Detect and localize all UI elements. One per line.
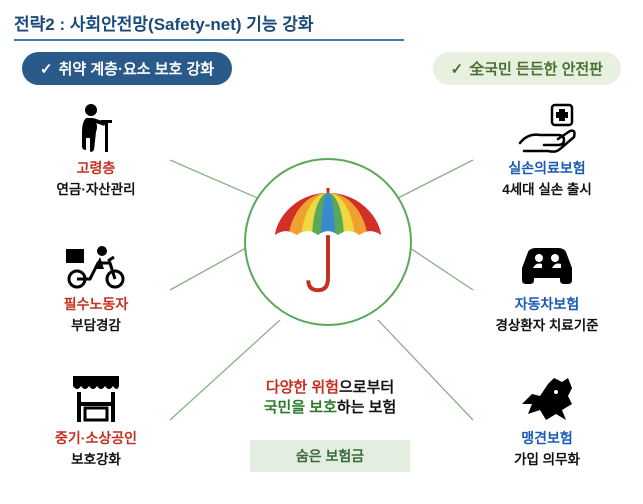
item-subtitle: 보호강화 bbox=[22, 448, 170, 468]
item-title: 고령층 bbox=[22, 158, 170, 178]
center-caption: 다양한 위험으로부터 국민을 보호하는 보험 bbox=[210, 378, 450, 419]
pill-vulnerable-protection: ✓ 취약 계층·요소 보호 강화 bbox=[22, 52, 232, 85]
check-icon: ✓ bbox=[451, 60, 464, 78]
item-title: 맹견보험 bbox=[473, 428, 621, 448]
pill-left-text: 취약 계층·요소 보호 강화 bbox=[59, 58, 215, 79]
item-title: 필수노동자 bbox=[22, 294, 170, 314]
car-passengers-icon bbox=[473, 236, 621, 292]
pill-national-safety: ✓ 全국민 든든한 안전판 bbox=[433, 52, 621, 85]
item-title: 중기·소상공인 bbox=[22, 428, 170, 448]
item-subtitle: 경상환자 치료기준 bbox=[473, 314, 621, 334]
pill-right-text: 全국민 든든한 안전판 bbox=[469, 58, 603, 79]
item-dog-insurance: 맹견보험 가입 의무화 bbox=[473, 370, 621, 468]
fierce-dog-icon bbox=[473, 370, 621, 426]
delivery-bike-icon bbox=[22, 236, 170, 292]
footer-hidden-insurance: 숨은 보험금 bbox=[250, 440, 410, 472]
check-icon: ✓ bbox=[40, 60, 53, 78]
umbrella-icon bbox=[269, 187, 387, 297]
item-elderly: 고령층 연금·자산관리 bbox=[22, 100, 170, 198]
item-title: 자동차보험 bbox=[473, 294, 621, 314]
medical-hand-icon bbox=[473, 100, 621, 156]
item-sme: 중기·소상공인 보호강화 bbox=[22, 370, 170, 468]
item-subtitle: 가입 의무화 bbox=[473, 448, 621, 468]
item-subtitle: 부담경감 bbox=[22, 314, 170, 334]
item-subtitle: 연금·자산관리 bbox=[22, 178, 170, 198]
item-auto-insurance: 자동차보험 경상환자 치료기준 bbox=[473, 236, 621, 334]
strategy-title: 전략2 : 사회안전망(Safety-net) 기능 강화 bbox=[14, 10, 404, 41]
market-stall-icon bbox=[22, 370, 170, 426]
item-title: 실손의료보험 bbox=[473, 158, 621, 178]
center-umbrella bbox=[244, 158, 412, 326]
item-subtitle: 4세대 실손 출시 bbox=[473, 178, 621, 198]
elderly-icon bbox=[22, 100, 170, 156]
item-medical-insurance: 실손의료보험 4세대 실손 출시 bbox=[473, 100, 621, 198]
item-essential-worker: 필수노동자 부담경감 bbox=[22, 236, 170, 334]
